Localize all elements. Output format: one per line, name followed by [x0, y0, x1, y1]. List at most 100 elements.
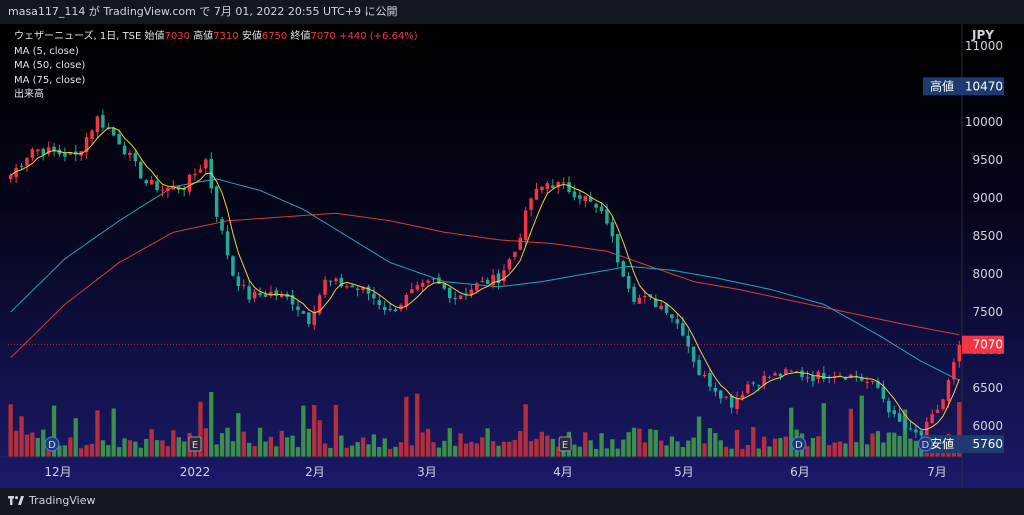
- candle-body[interactable]: [312, 311, 317, 325]
- candle-body[interactable]: [166, 187, 170, 192]
- candle-body[interactable]: [410, 289, 414, 294]
- candle-body[interactable]: [144, 180, 149, 184]
- candle-body[interactable]: [876, 381, 880, 388]
- candle-body[interactable]: [849, 374, 853, 378]
- legend-ma75[interactable]: MA (75, close): [14, 74, 86, 86]
- candle-body[interactable]: [95, 116, 100, 133]
- earnings-marker[interactable]: [558, 436, 572, 452]
- candle-body[interactable]: [599, 206, 604, 212]
- candle-body[interactable]: [420, 282, 425, 287]
- candle-body[interactable]: [686, 335, 691, 347]
- candle-body[interactable]: [702, 374, 707, 377]
- candle-body[interactable]: [767, 377, 772, 379]
- candle-body[interactable]: [453, 298, 457, 300]
- candle-body[interactable]: [773, 373, 777, 376]
- candle-body[interactable]: [740, 394, 745, 399]
- currency-label[interactable]: JPY: [972, 28, 994, 42]
- candle-body[interactable]: [952, 362, 956, 380]
- legend-ma5[interactable]: MA (5, close): [14, 45, 79, 57]
- close-price-tag[interactable]: [962, 335, 1004, 354]
- candle-body[interactable]: [469, 289, 474, 295]
- candle-body[interactable]: [128, 153, 132, 155]
- candle-body[interactable]: [659, 305, 663, 309]
- candle-body[interactable]: [892, 410, 897, 415]
- candle-body[interactable]: [800, 370, 804, 378]
- candle-body[interactable]: [729, 395, 734, 408]
- candle-body[interactable]: [393, 309, 398, 312]
- candle-body[interactable]: [8, 175, 13, 180]
- candle-body[interactable]: [442, 283, 447, 289]
- candle-body[interactable]: [746, 384, 750, 394]
- candle-body[interactable]: [350, 285, 354, 288]
- candle-body[interactable]: [377, 300, 382, 305]
- candle-body[interactable]: [139, 161, 143, 179]
- candle-body[interactable]: [708, 373, 712, 387]
- candle-body[interactable]: [935, 409, 940, 413]
- candle-body[interactable]: [242, 284, 246, 286]
- candle-body[interactable]: [149, 180, 154, 185]
- candle-body[interactable]: [843, 377, 848, 380]
- candle-body[interactable]: [751, 382, 756, 384]
- dividend-marker[interactable]: [44, 436, 60, 452]
- candle-body[interactable]: [317, 295, 322, 314]
- candle-body[interactable]: [881, 386, 886, 399]
- candle-body[interactable]: [182, 188, 186, 191]
- candle-body[interactable]: [426, 280, 430, 283]
- candle-body[interactable]: [654, 298, 658, 307]
- candle-body[interactable]: [68, 152, 73, 155]
- candle-body[interactable]: [556, 182, 560, 188]
- candle-body[interactable]: [366, 286, 371, 294]
- candle-body[interactable]: [778, 373, 783, 377]
- candle-body[interactable]: [540, 186, 544, 191]
- candle-body[interactable]: [594, 203, 598, 208]
- candle-body[interactable]: [448, 287, 452, 299]
- candle-body[interactable]: [345, 286, 349, 288]
- candle-body[interactable]: [757, 385, 761, 387]
- candle-body[interactable]: [290, 295, 295, 305]
- candle-body[interactable]: [372, 293, 376, 299]
- candle-body[interactable]: [605, 209, 609, 224]
- candle-body[interactable]: [561, 182, 566, 184]
- candle-body[interactable]: [383, 307, 387, 310]
- candle-body[interactable]: [713, 388, 718, 392]
- candle-body[interactable]: [30, 149, 35, 158]
- candle-body[interactable]: [496, 273, 501, 284]
- candle-body[interactable]: [513, 251, 517, 257]
- candle-body[interactable]: [583, 195, 588, 201]
- candle-body[interactable]: [74, 151, 78, 155]
- candle-body[interactable]: [187, 174, 192, 192]
- price-chart[interactable]: 6000650070007500800085009000950010000105…: [0, 0, 1024, 488]
- candle-body[interactable]: [475, 283, 479, 291]
- candle-body[interactable]: [822, 372, 826, 380]
- candle-body[interactable]: [643, 295, 647, 298]
- candle-body[interactable]: [632, 286, 636, 302]
- candle-body[interactable]: [155, 181, 159, 191]
- candle-body[interactable]: [794, 371, 799, 373]
- candle-body[interactable]: [946, 380, 951, 402]
- candle-body[interactable]: [719, 390, 723, 399]
- candle-body[interactable]: [621, 261, 626, 277]
- candle-body[interactable]: [870, 380, 875, 382]
- candle-body[interactable]: [177, 186, 181, 190]
- candle-body[interactable]: [404, 294, 409, 307]
- candle-body[interactable]: [735, 397, 739, 409]
- candle-body[interactable]: [204, 159, 208, 169]
- candle-body[interactable]: [691, 346, 696, 362]
- candle-body[interactable]: [296, 306, 300, 310]
- candle-body[interactable]: [464, 293, 468, 295]
- candle-body[interactable]: [236, 276, 241, 287]
- candle-body[interactable]: [626, 276, 631, 289]
- candle-body[interactable]: [518, 237, 523, 250]
- legend-ma50[interactable]: MA (50, close): [14, 60, 86, 71]
- chart-area[interactable]: [0, 24, 1024, 488]
- candle-body[interactable]: [578, 195, 582, 199]
- candle-body[interactable]: [36, 149, 40, 152]
- candle-body[interactable]: [908, 428, 913, 430]
- candle-body[interactable]: [919, 430, 924, 436]
- candle-body[interactable]: [231, 256, 235, 276]
- candle-body[interactable]: [664, 303, 669, 313]
- candle-body[interactable]: [545, 183, 550, 190]
- candle-body[interactable]: [247, 286, 251, 300]
- candle-body[interactable]: [171, 185, 176, 190]
- candle-body[interactable]: [491, 274, 495, 286]
